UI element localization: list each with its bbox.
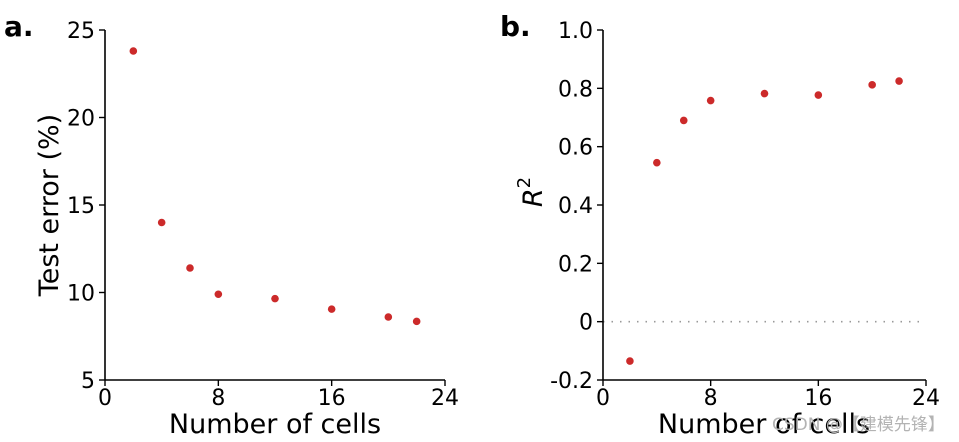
panel-b-data-point <box>706 96 715 105</box>
panel-a-x-tick-label: 24 <box>431 386 459 411</box>
panel-a-data-point <box>327 305 336 313</box>
panel-a-y-tick-label: 5 <box>81 369 95 394</box>
panel-a-y-tick-label: 10 <box>67 282 95 307</box>
panel-b-data-point <box>626 357 634 365</box>
panel-a-data-point <box>129 47 138 55</box>
panel-a-y-tick-label: 20 <box>67 107 95 132</box>
panel-a-x-tick-label: 16 <box>318 386 346 411</box>
panel-b-data-point <box>814 91 823 99</box>
panel-a-data-point <box>186 264 194 272</box>
panel-b-y-axis-title: R2 <box>514 177 549 207</box>
panel-a-data-point <box>384 313 393 321</box>
panel-b-data-point <box>653 158 661 167</box>
panel-b-x-tick-label: 16 <box>804 386 832 411</box>
panel-b-x-tick-label: 8 <box>704 386 718 411</box>
panel-b-y-tick-label: -0.2 <box>550 369 593 394</box>
panel-b-y-axis-title-group: R2 <box>514 177 549 207</box>
panel-a-x-tick-label: 0 <box>98 386 112 411</box>
panel-a-y-axis-title: Test error (%) <box>34 114 65 297</box>
panel-b-y-axis-title-main: R <box>518 188 549 207</box>
panel-b-y-tick-label: 0.2 <box>558 252 593 277</box>
panel-a-y-tick-label: 15 <box>67 194 95 219</box>
panel-a-data-point <box>157 218 166 227</box>
panel-b-y-tick-label: 0 <box>579 311 593 336</box>
panel-a-data-point <box>412 317 421 326</box>
panel-b-y-tick-label: 0.4 <box>558 194 593 219</box>
watermark-text: CSDN @【建模先锋】 <box>772 415 945 435</box>
panel-b-x-axis-title: Number of cells <box>658 409 870 440</box>
panel-b-y-tick-label: 0.8 <box>558 77 593 102</box>
panel-b-y-tick-label: 0.6 <box>558 136 593 161</box>
panel-b-x-tick-label: 24 <box>912 386 940 411</box>
panel-b-y-tick-label: 1.0 <box>558 19 593 44</box>
panel-b-data-point <box>868 81 876 89</box>
panel-a-data-point <box>271 294 279 303</box>
panel-a-x-tick-label: 8 <box>211 386 225 411</box>
panel-a-error-chart: a. 0 8 16 24 5 10 15 20 25 Number of cells Test err… <box>4 10 459 440</box>
panel-a-panel-label: a. <box>4 10 34 43</box>
panel-b-x-tick-label: 0 <box>596 386 610 411</box>
panel-b-data-point <box>760 89 769 98</box>
panel-b-data-point <box>895 77 903 85</box>
panel-a-data-point <box>214 290 223 299</box>
panel-b-y-axis-title-superscript: 2 <box>514 177 535 188</box>
panel-b-panel-label: b. <box>500 10 531 43</box>
panel-a-y-axis-title-group: Test error (%) <box>34 114 65 297</box>
panel-a-y-tick-label: 25 <box>67 19 95 44</box>
panel-b-data-point <box>679 116 688 125</box>
panel-a-x-axis-title: Number of cells <box>169 409 381 440</box>
